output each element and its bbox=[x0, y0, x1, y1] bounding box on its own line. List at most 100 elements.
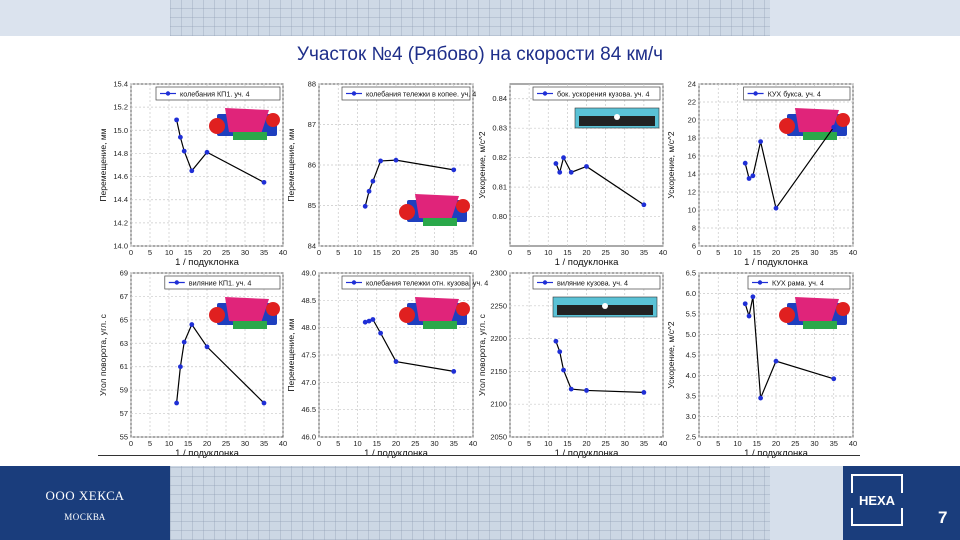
x-tick-label: 40 bbox=[469, 248, 477, 257]
y-tick-label: 47.5 bbox=[301, 351, 316, 360]
y-axis-label: Ускорение, м/с^2 bbox=[666, 131, 676, 198]
carbody-icon bbox=[574, 107, 660, 129]
data-point bbox=[746, 313, 752, 319]
x-tick-label: 10 bbox=[165, 248, 173, 257]
y-tick-label: 2150 bbox=[490, 367, 507, 376]
x-axis-label: 1 / подуклонка bbox=[555, 448, 620, 459]
data-point bbox=[641, 389, 647, 395]
y-tick-label: 12 bbox=[688, 188, 696, 197]
legend: КУХ букса. уч. 4 bbox=[743, 86, 851, 101]
y-tick-label: 6.0 bbox=[686, 289, 696, 298]
y-tick-label: 20 bbox=[688, 116, 696, 125]
y-tick-label: 69 bbox=[120, 269, 128, 278]
legend-label: виляние КП1. уч. 4 bbox=[189, 278, 252, 287]
y-tick-label: 14.6 bbox=[113, 172, 128, 181]
x-tick-label: 35 bbox=[640, 439, 648, 448]
bogie-body bbox=[225, 297, 269, 323]
bogie-spring bbox=[803, 321, 837, 329]
x-tick-label: 20 bbox=[772, 248, 780, 257]
y-tick-label: 61 bbox=[120, 362, 128, 371]
y-tick-label: 14 bbox=[688, 170, 696, 179]
data-point bbox=[204, 149, 210, 155]
x-tick-label: 15 bbox=[753, 439, 761, 448]
bogie-body bbox=[795, 108, 839, 134]
data-point bbox=[831, 376, 837, 382]
data-point bbox=[378, 330, 383, 336]
x-tick-label: 40 bbox=[849, 248, 857, 257]
x-tick-label: 40 bbox=[849, 439, 857, 448]
data-point bbox=[370, 178, 376, 184]
x-tick-label: 20 bbox=[203, 439, 211, 448]
data-point bbox=[174, 400, 180, 406]
data-point bbox=[204, 344, 210, 350]
x-tick-label: 5 bbox=[336, 248, 340, 257]
x-tick-label: 10 bbox=[733, 439, 741, 448]
data-point bbox=[742, 160, 748, 166]
mesh-decoration bbox=[170, 0, 770, 36]
y-tick-label: 48.5 bbox=[301, 296, 316, 305]
x-tick-label: 35 bbox=[640, 248, 648, 257]
bogie-spring bbox=[423, 321, 457, 329]
wheel bbox=[209, 307, 225, 323]
x-tick-label: 0 bbox=[697, 439, 701, 448]
x-tick-label: 25 bbox=[601, 439, 609, 448]
data-point bbox=[451, 167, 457, 173]
y-tick-label: 2200 bbox=[490, 334, 507, 343]
x-tick-label: 5 bbox=[148, 248, 152, 257]
y-tick-label: 14.2 bbox=[113, 218, 128, 227]
data-point bbox=[773, 358, 779, 364]
x-tick-label: 30 bbox=[810, 439, 818, 448]
data-point bbox=[553, 161, 559, 166]
y-tick-label: 16 bbox=[688, 152, 696, 161]
divider bbox=[98, 455, 860, 456]
wheel bbox=[779, 118, 795, 134]
bogie-spring bbox=[233, 321, 267, 329]
x-tick-label: 35 bbox=[450, 248, 458, 257]
y-tick-label: 84 bbox=[308, 242, 316, 251]
x-tick-label: 35 bbox=[260, 248, 268, 257]
x-tick-label: 25 bbox=[411, 439, 419, 448]
wheel bbox=[456, 302, 470, 316]
legend-marker bbox=[165, 91, 171, 96]
x-tick-label: 25 bbox=[222, 439, 230, 448]
legend-label: бок. ускорения кузова. уч. 4 bbox=[557, 89, 650, 98]
data-point bbox=[366, 318, 372, 324]
data-point bbox=[742, 301, 748, 307]
y-tick-label: 49.0 bbox=[301, 269, 316, 278]
x-tick-label: 40 bbox=[279, 248, 287, 257]
y-tick-label: 2300 bbox=[490, 269, 507, 278]
data-point bbox=[189, 322, 195, 327]
data-point bbox=[378, 158, 383, 164]
y-tick-label: 6 bbox=[692, 242, 696, 251]
x-tick-label: 25 bbox=[791, 248, 799, 257]
data-point bbox=[758, 139, 763, 145]
data-point bbox=[584, 164, 589, 169]
x-tick-label: 20 bbox=[772, 439, 780, 448]
y-tick-label: 2100 bbox=[490, 400, 507, 409]
bogie-body bbox=[795, 297, 839, 323]
slide-title: Участок №4 (Рябово) на скорости 84 км/ч bbox=[296, 44, 664, 65]
legend-label: колебания КП1. уч. 4 bbox=[180, 89, 250, 98]
x-tick-label: 20 bbox=[582, 439, 590, 448]
x-tick-label: 30 bbox=[430, 439, 438, 448]
y-tick-label: 24 bbox=[688, 80, 696, 89]
x-axis-label: 1 / подуклонка bbox=[555, 257, 620, 268]
y-tick-label: 59 bbox=[120, 386, 128, 395]
legend-label: КУХ букса. уч. 4 bbox=[768, 89, 821, 98]
x-axis-label: 1 / подуклонка bbox=[364, 448, 429, 459]
x-tick-label: 35 bbox=[450, 439, 458, 448]
legend-box bbox=[532, 86, 661, 101]
legend: виляние КП1. уч. 4 bbox=[164, 275, 281, 290]
legend-marker bbox=[174, 280, 179, 285]
x-tick-label: 5 bbox=[336, 439, 340, 448]
y-tick-label: 0.82 bbox=[492, 153, 507, 162]
x-tick-label: 35 bbox=[260, 439, 268, 448]
x-tick-label: 25 bbox=[791, 439, 799, 448]
legend-box bbox=[532, 275, 661, 290]
data-point bbox=[366, 188, 372, 194]
x-tick-label: 0 bbox=[508, 439, 512, 448]
